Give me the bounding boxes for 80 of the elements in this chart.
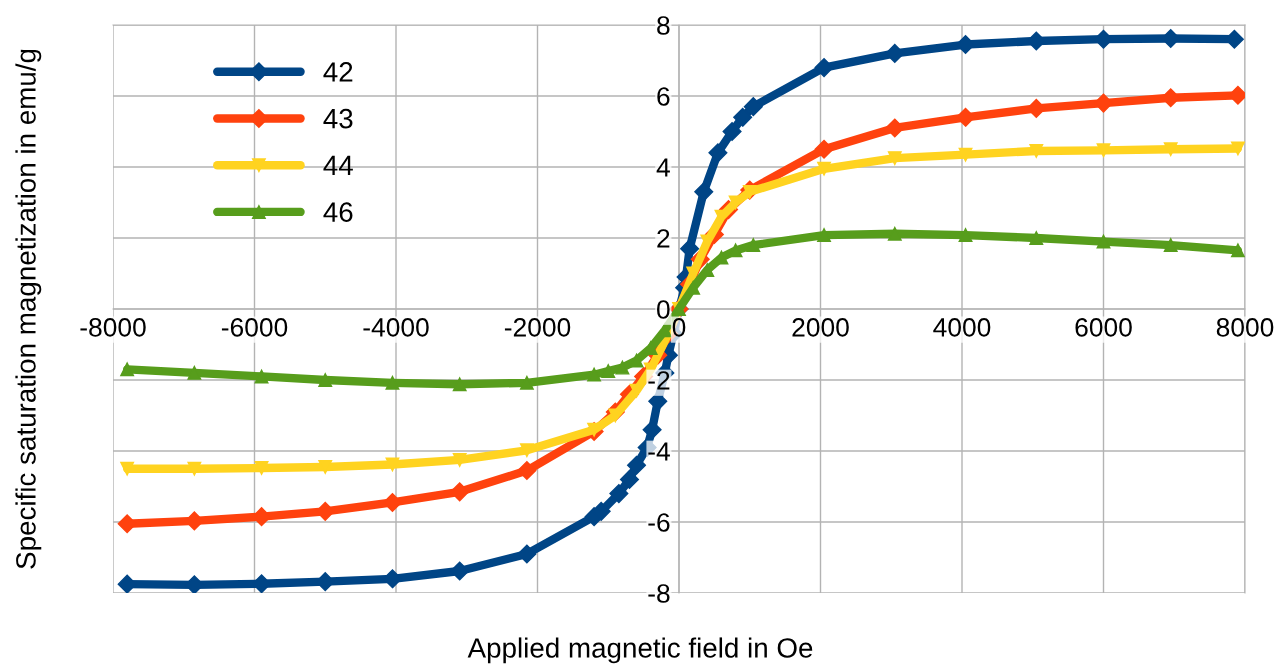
point xyxy=(733,107,753,127)
legend-label: 44 xyxy=(323,155,353,175)
point xyxy=(254,461,269,475)
point xyxy=(629,353,644,368)
point xyxy=(318,373,333,387)
x-tick-label: -4000 xyxy=(363,318,429,337)
y-tick-label: -2 xyxy=(648,371,670,390)
point xyxy=(1163,238,1178,253)
x-axis-title: Applied magnetic field in Oe xyxy=(467,637,813,664)
point xyxy=(452,377,467,392)
x-tick-label: 2000 xyxy=(792,318,849,337)
y-axis-title: Specific saturation magnetization in emu/g xyxy=(15,49,42,569)
point xyxy=(722,121,742,142)
point xyxy=(1026,98,1046,118)
point xyxy=(615,360,630,375)
point xyxy=(817,161,831,176)
y-tick-label: 0 xyxy=(657,300,670,319)
point xyxy=(708,143,728,163)
point xyxy=(814,58,834,78)
y-tick-label: -8 xyxy=(648,584,670,603)
x-tick-label: -2000 xyxy=(504,318,571,337)
point xyxy=(318,460,333,474)
point xyxy=(627,455,647,475)
point xyxy=(382,492,402,513)
point xyxy=(117,514,137,534)
x-tick-label: 8000 xyxy=(1216,318,1274,337)
x-tick-label: 0 xyxy=(672,318,686,337)
point xyxy=(120,461,135,476)
point xyxy=(519,443,534,458)
point xyxy=(187,461,202,476)
point xyxy=(609,484,629,504)
point xyxy=(385,457,400,472)
point xyxy=(887,226,902,241)
point xyxy=(958,228,973,243)
point xyxy=(817,228,831,243)
point xyxy=(519,375,534,390)
point xyxy=(452,452,467,467)
y-tick-label: 6 xyxy=(657,87,670,106)
point xyxy=(887,151,902,166)
y-tick-label: -6 xyxy=(648,513,670,532)
point xyxy=(120,362,135,377)
point xyxy=(885,43,905,63)
point xyxy=(885,118,905,138)
y-tick-label: 2 xyxy=(657,229,670,248)
point xyxy=(728,243,743,258)
x-tick-label: -6000 xyxy=(221,318,288,337)
point xyxy=(1096,143,1111,158)
point xyxy=(1029,231,1044,245)
point xyxy=(517,544,537,564)
x-tick-label: 4000 xyxy=(933,318,991,337)
legend-label: 42 xyxy=(323,62,353,82)
legend-label: 46 xyxy=(323,202,353,222)
point xyxy=(517,460,537,481)
point xyxy=(743,97,763,117)
point xyxy=(187,365,202,380)
point xyxy=(694,182,714,202)
point xyxy=(746,238,761,253)
point xyxy=(450,482,470,502)
point xyxy=(1230,141,1245,156)
y-tick-label: -4 xyxy=(648,442,670,461)
point xyxy=(601,364,616,379)
point xyxy=(956,107,976,127)
point xyxy=(814,139,834,159)
point xyxy=(958,147,973,162)
point xyxy=(587,367,602,382)
point xyxy=(254,369,269,384)
x-tick-label: 6000 xyxy=(1075,318,1132,337)
point xyxy=(619,469,640,489)
legend-label: 43 xyxy=(323,108,353,129)
point xyxy=(1163,142,1178,157)
y-tick-label: 8 xyxy=(657,16,670,35)
point xyxy=(642,420,662,440)
y-tick-label: 4 xyxy=(656,158,670,177)
point xyxy=(1230,243,1245,258)
point xyxy=(450,561,470,581)
point xyxy=(1096,234,1111,249)
point xyxy=(680,239,700,259)
point xyxy=(385,375,400,390)
x-tick-label: -8000 xyxy=(80,318,146,337)
point xyxy=(1029,144,1044,158)
